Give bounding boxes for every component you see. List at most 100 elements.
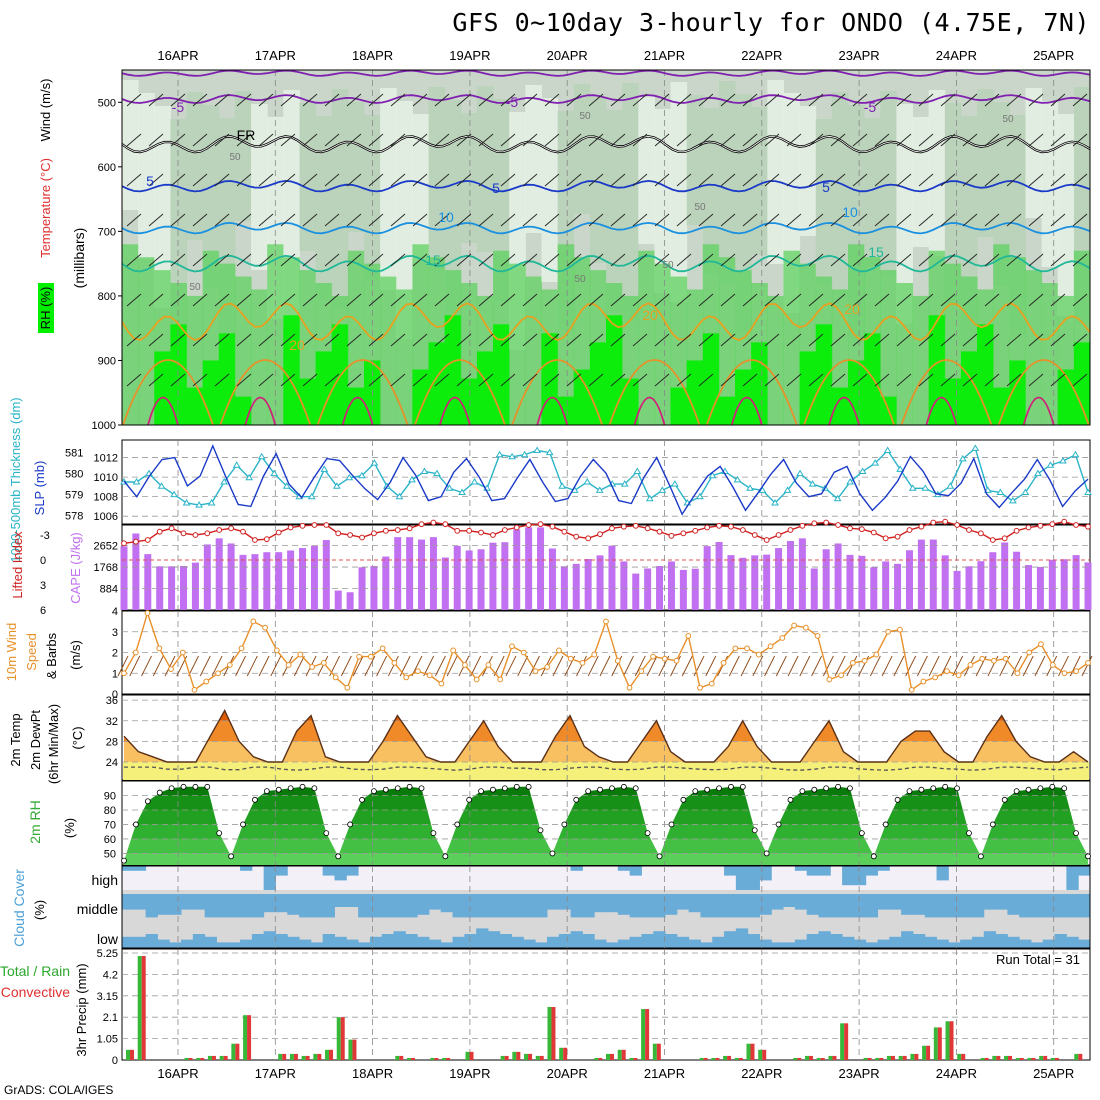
rh-band-moist [735, 369, 752, 425]
cloud-mid-bar [216, 894, 229, 918]
wind-barb-10m [117, 655, 129, 677]
wind-barb [148, 133, 164, 147]
rh-band-moist [606, 315, 623, 425]
lifted-index-line-marker [406, 525, 413, 532]
wind-barb [962, 253, 978, 267]
precip-total-bar [886, 1055, 891, 1060]
cloud-high-bar [936, 866, 949, 881]
cloud-mid-bar [889, 894, 902, 910]
wind-barb [874, 93, 890, 107]
wind-barb [1006, 213, 1022, 227]
cape-bar [822, 549, 830, 610]
cloud-mid-bar [511, 894, 524, 918]
wind-barb [896, 253, 912, 267]
rh-marker [442, 853, 449, 860]
wind-barb [896, 333, 912, 347]
thickness-line-marker [946, 482, 955, 489]
temp-band-low [124, 761, 1088, 780]
wind-barb-10m [1058, 655, 1069, 677]
rh-marker [799, 788, 806, 795]
upper-air-ytick-label: 600 [98, 162, 116, 174]
cloud-high-bar [275, 866, 288, 876]
cloud-mid-bar [405, 894, 418, 918]
cape-bar [418, 539, 426, 610]
rh-band-upper [299, 103, 317, 251]
rh-band-moist [718, 396, 736, 425]
rh-marker [406, 783, 413, 790]
wind-barb [456, 373, 472, 387]
wind-barb [984, 93, 1000, 107]
wind-speed-line-marker [873, 651, 880, 658]
thickness-axis-title: 1000-500mb Thickness (dm) [8, 397, 23, 562]
cloud-mid-bar [476, 894, 489, 918]
lifted-ytick-label: 6 [40, 605, 46, 617]
precip-total-bar [863, 1057, 868, 1060]
cloud-low-bar [192, 934, 206, 948]
cloud-low-bar [1066, 936, 1079, 948]
rh-marker [763, 850, 770, 857]
isotherm-30-dome [925, 396, 958, 426]
rh-band-upper [767, 80, 784, 264]
cloud-mid-bar [665, 894, 678, 915]
lifted-index-line-marker [525, 522, 532, 528]
wind-barb [324, 133, 340, 147]
wind-barb [654, 173, 670, 187]
cloud-high-bar [794, 866, 808, 871]
wind-barb [984, 293, 1000, 307]
lifted-index-line-marker [597, 531, 603, 538]
rh-band-mid [912, 295, 930, 425]
precip-total-bar [793, 1057, 798, 1060]
wind-barb-10m [1081, 655, 1093, 677]
wind-barb [566, 93, 582, 107]
slp-line [123, 444, 1089, 516]
temp-axis-title-3: (6hr Min/Max) [46, 704, 61, 784]
cloud-high-bar [747, 866, 760, 890]
wind-barb [610, 333, 626, 347]
wind-barb [368, 213, 384, 227]
lifted-index-line-marker [156, 528, 163, 535]
thickness-line-marker [846, 478, 855, 485]
cloud-low-bar [912, 934, 926, 948]
wind-barb [258, 293, 274, 307]
cloud-mid-bar [240, 894, 253, 918]
wind-barb [500, 373, 516, 387]
cloud-high-bar [877, 866, 890, 871]
wind-barb [610, 213, 626, 227]
thickness-line-marker [245, 473, 254, 481]
wind-barb [786, 373, 802, 387]
thickness-line-marker [620, 480, 629, 487]
wind-speed-line-marker [967, 662, 974, 668]
wind-barb [192, 173, 208, 187]
rh-band-upper [364, 115, 381, 281]
isotherm-freezing-inner [121, 135, 1091, 153]
rh-ytick-label: 60 [104, 834, 116, 846]
cape-bar [156, 566, 164, 610]
lifted-index-line-marker [1001, 535, 1008, 542]
wind-barb-10m [705, 655, 717, 677]
wind-barb [654, 373, 670, 387]
rh-band-moist [493, 324, 510, 425]
cloud-low-bar [747, 934, 760, 948]
rh-band-upper [654, 109, 672, 293]
wind-speed-line-marker [579, 659, 586, 666]
precip-total-bar [313, 1053, 318, 1060]
wind-barb [874, 293, 890, 307]
precip-conv-bar [293, 1053, 298, 1060]
wind-barb-10m [599, 655, 611, 677]
wind-barb [742, 173, 758, 187]
wind-barb [434, 333, 450, 347]
precip-conv-bar [282, 1053, 287, 1060]
cape-bar [263, 552, 271, 610]
cloud-mid-bar [452, 894, 465, 918]
wind-barb [302, 133, 318, 147]
wind-barb [830, 293, 846, 307]
wind-barb [632, 253, 648, 267]
wind-barb-10m [646, 655, 658, 677]
wind-barb [918, 253, 934, 267]
wind-speed-line-marker [462, 662, 468, 668]
wind-barb-10m [834, 655, 846, 677]
wind-barb [500, 253, 516, 267]
wind-barb [720, 133, 736, 147]
wind-barb-10m [352, 655, 364, 677]
cloud-mid-bar [641, 894, 654, 918]
